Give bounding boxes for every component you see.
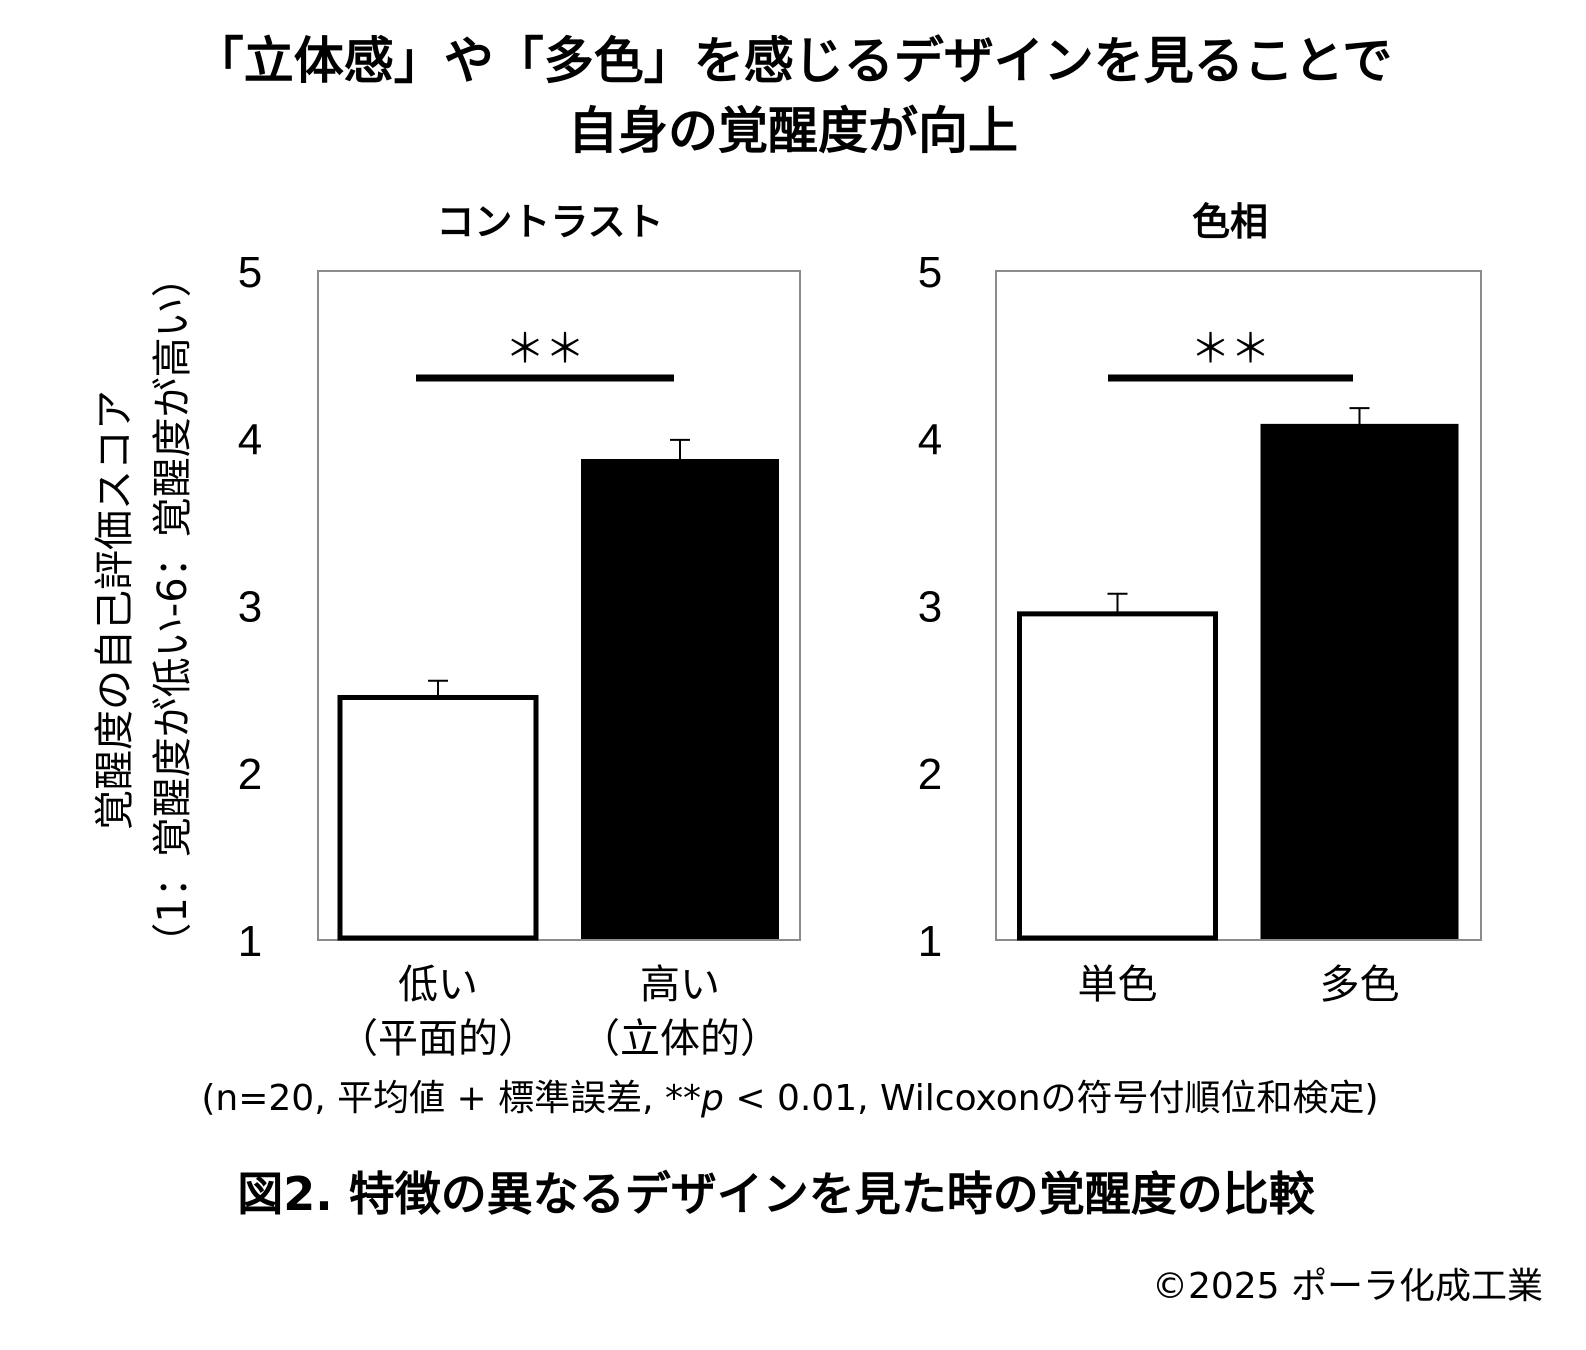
footnote-after: < 0.01, Wilcoxonの符号付順位和検定) — [724, 1078, 1379, 1119]
bar — [337, 694, 539, 941]
chart-title: 色相 — [1192, 200, 1268, 244]
y-tick-label: 3 — [238, 583, 262, 632]
x-category-label: 多色 — [1320, 962, 1400, 1008]
contrast-chart: コントラスト 1 2 3 4 5 低い （平面的） 高い （立体的） ＊＊ — [238, 200, 801, 1062]
y-tick-label: 3 — [918, 583, 942, 632]
y-tick-label: 2 — [918, 750, 942, 799]
footnote-p: p — [700, 1078, 724, 1119]
y-tick-label: 4 — [918, 415, 942, 464]
y-axis-label-line1: 覚醒度の自己評価スコア — [92, 390, 138, 830]
y-tick-label: 1 — [238, 917, 262, 966]
footnote: (n=20, 平均値 + 標準誤差, **p < 0.01, Wilcoxonの… — [201, 1078, 1378, 1119]
plot-frame — [995, 270, 1482, 941]
y-axis-label-line2: （1：覚醒度が低い-6：覚醒度が高い） — [150, 257, 196, 962]
y-tick-label: 5 — [238, 248, 262, 297]
x-category-sublabel: （平面的） — [338, 1016, 538, 1062]
hue-chart: 色相 1 2 3 4 5 単色 多色 ＊＊ — [918, 200, 1482, 1008]
plot-frame — [317, 270, 801, 941]
y-tick-label: 5 — [918, 248, 942, 297]
copyright: ©2025 ポーラ化成工業 — [1152, 1266, 1543, 1307]
x-category-label: 高い — [640, 962, 720, 1008]
bar — [1017, 611, 1218, 941]
bar — [1260, 423, 1459, 939]
significance-marker: ＊＊ — [1191, 326, 1271, 372]
figure-caption: 図2. 特徴の異なるデザインを見た時の覚醒度の比較 — [237, 1167, 1315, 1221]
y-tick-label: 1 — [918, 917, 942, 966]
x-category-label: 単色 — [1078, 962, 1158, 1008]
significance-marker: ＊＊ — [505, 326, 585, 372]
bar — [581, 458, 779, 939]
x-category-sublabel: （立体的） — [580, 1016, 780, 1062]
footnote-before: (n=20, 平均値 + 標準誤差, ** — [201, 1078, 701, 1119]
x-category-label: 低い — [398, 962, 478, 1008]
chart-title: コントラスト — [436, 200, 663, 244]
y-tick-label: 2 — [238, 750, 262, 799]
headline-line2: 自身の覚醒度が向上 — [568, 102, 1018, 160]
y-tick-label: 4 — [238, 415, 262, 464]
headline-line1: 「立体感」や「多色」を感じるデザインを見ることで — [194, 32, 1393, 90]
